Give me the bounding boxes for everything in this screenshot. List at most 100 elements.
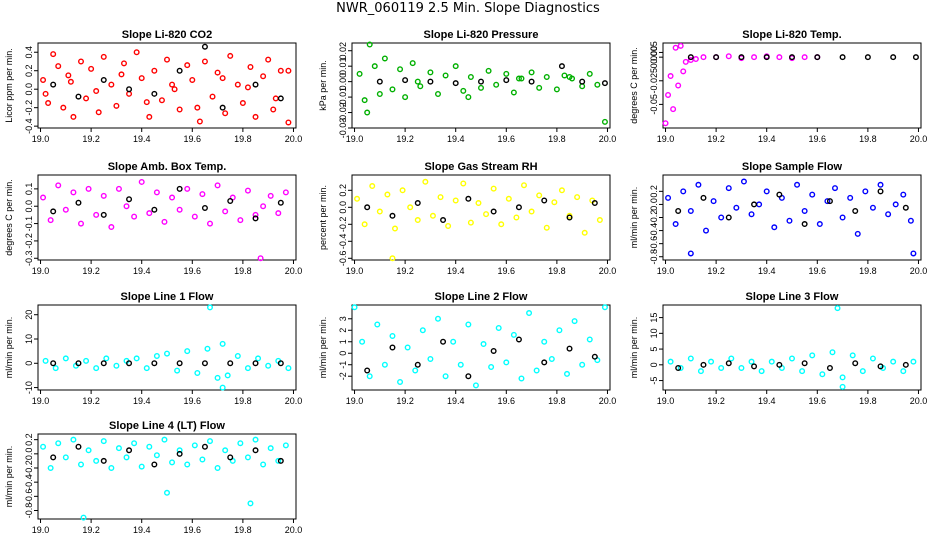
data-point-all xyxy=(52,365,59,372)
data-point-all xyxy=(601,118,608,125)
data-point-selected xyxy=(826,364,833,371)
data-point-all xyxy=(687,355,694,362)
data-point-selected xyxy=(490,347,497,354)
data-point-all xyxy=(356,70,363,77)
data-point-all xyxy=(62,206,69,213)
data-point-selected xyxy=(50,454,57,461)
data-point-selected xyxy=(902,204,909,211)
data-point-selected xyxy=(713,54,720,61)
data-point-all xyxy=(199,191,206,198)
data-point-all xyxy=(553,86,560,93)
x-tick-label: 19.0 xyxy=(32,525,50,535)
y-tick-label: -0.6 xyxy=(24,489,34,505)
data-point-all xyxy=(579,361,586,368)
x-tick-label: 19.4 xyxy=(133,134,151,144)
plot-frame xyxy=(37,433,297,520)
data-point-all xyxy=(751,54,758,61)
data-point-all xyxy=(282,189,289,196)
data-point-all xyxy=(184,348,191,355)
data-point-selected xyxy=(541,359,548,366)
x-tick-label: 19.6 xyxy=(184,134,202,144)
chart-panel-5: Slope Gas Stream RH 19.0 19.2 19.4 19.6 19.8 2… xyxy=(318,161,616,276)
data-point-all xyxy=(133,355,140,362)
data-point-all xyxy=(85,185,92,192)
data-point-selected xyxy=(75,360,82,367)
data-point-selected xyxy=(579,78,586,85)
data-point-all xyxy=(490,185,497,192)
data-point-all xyxy=(900,368,907,375)
x-tick-label: 20.0 xyxy=(599,396,617,406)
y-axis-label: kPa per min. xyxy=(318,60,328,111)
data-point-selected xyxy=(591,353,598,360)
data-point-all xyxy=(564,370,571,377)
x-tick-label: 19.4 xyxy=(758,266,776,276)
data-point-all xyxy=(120,60,127,67)
data-point-all xyxy=(204,345,211,352)
data-point-all xyxy=(399,187,406,194)
data-point-all xyxy=(209,93,216,100)
data-point-all xyxy=(374,321,381,328)
data-point-all xyxy=(475,200,482,207)
data-point-all xyxy=(728,355,735,362)
x-tick-label: 19.0 xyxy=(346,266,364,276)
data-point-selected xyxy=(151,461,158,468)
data-point-all xyxy=(692,56,699,63)
data-point-all xyxy=(594,81,601,88)
x-tick-label: 20.0 xyxy=(285,396,303,406)
data-point-all xyxy=(244,365,251,372)
data-point-all xyxy=(77,58,84,65)
data-point-all xyxy=(412,367,419,374)
data-point-selected xyxy=(814,54,821,61)
x-tick-label: 19.0 xyxy=(32,134,50,144)
x-tick-label: 19.8 xyxy=(548,396,566,406)
data-point-all xyxy=(718,214,725,221)
data-point-all xyxy=(214,69,221,76)
y-tick-label: 0.1 xyxy=(24,183,34,196)
data-point-all xyxy=(206,304,213,311)
data-point-all xyxy=(667,358,674,365)
y-axis-label: ml/min per min. xyxy=(629,317,639,379)
data-point-all xyxy=(571,318,578,325)
data-point-all xyxy=(465,94,472,101)
data-point-all xyxy=(143,99,150,106)
x-tick-label: 19.4 xyxy=(447,396,465,406)
panel-title: Slope Gas Stream RH xyxy=(424,161,537,173)
y-tick-label: -0.03 xyxy=(338,118,348,139)
data-point-all xyxy=(885,211,892,218)
data-point-all xyxy=(515,75,522,82)
data-point-all xyxy=(161,436,168,443)
data-point-all xyxy=(682,58,689,65)
data-point-all xyxy=(381,55,388,62)
data-point-all xyxy=(55,63,62,70)
y-tick-label: 0.2 xyxy=(649,185,659,198)
data-point-all xyxy=(862,188,869,195)
data-point-selected xyxy=(763,54,770,61)
data-point-all xyxy=(222,447,229,454)
y-tick-label: -0.1 xyxy=(24,216,34,232)
data-point-selected xyxy=(75,443,82,450)
y-axis-label: percent per min. xyxy=(318,185,328,250)
data-point-all xyxy=(748,211,755,218)
x-tick-label: 19.0 xyxy=(346,396,364,406)
x-tick-label: 19.8 xyxy=(859,396,877,406)
y-axis-label: degrees C per min. xyxy=(629,47,639,124)
data-point-all xyxy=(285,119,292,126)
y-tick-label: -0.8 xyxy=(24,503,34,519)
y-tick-label: -0.2 xyxy=(24,100,34,116)
data-point-all xyxy=(100,53,107,60)
data-point-selected xyxy=(50,360,57,367)
x-tick-label: 19.6 xyxy=(184,396,202,406)
x-tick-label: 19.8 xyxy=(234,396,252,406)
data-point-all xyxy=(740,178,747,185)
data-point-all xyxy=(366,41,373,48)
data-point-selected xyxy=(452,80,459,87)
data-point-selected xyxy=(227,360,234,367)
data-point-selected xyxy=(376,78,383,85)
data-point-all xyxy=(768,358,775,365)
data-point-all xyxy=(138,178,145,185)
data-point-selected xyxy=(789,54,796,61)
data-point-selected xyxy=(176,450,183,457)
data-point-all xyxy=(115,445,122,452)
data-point-all xyxy=(222,208,229,215)
plot-frame xyxy=(37,42,297,129)
